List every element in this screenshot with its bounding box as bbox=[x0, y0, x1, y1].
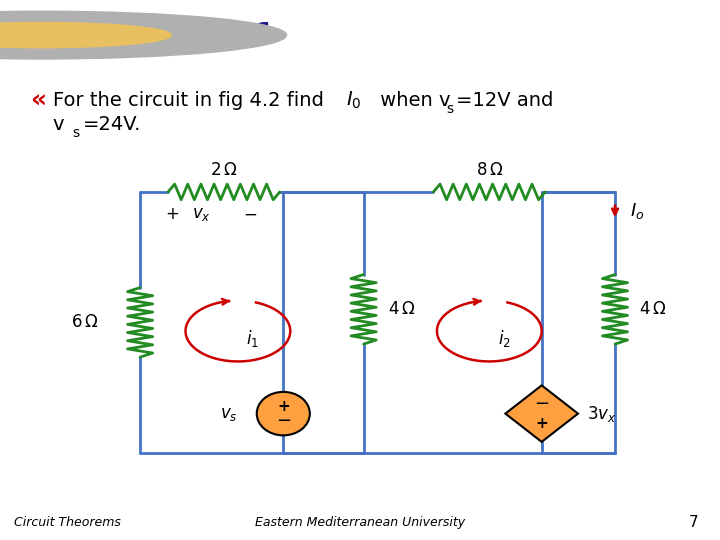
Text: +: + bbox=[535, 416, 548, 431]
Text: −: − bbox=[276, 412, 291, 430]
Circle shape bbox=[0, 5, 344, 65]
Text: $2\,\Omega$: $2\,\Omega$ bbox=[210, 161, 238, 179]
Text: =24V.: =24V. bbox=[83, 115, 141, 134]
Text: $i_1$: $i_1$ bbox=[246, 328, 259, 349]
Text: Circuit Theorems: Circuit Theorems bbox=[14, 516, 121, 529]
Text: $-$: $-$ bbox=[243, 205, 258, 222]
Text: «: « bbox=[30, 89, 46, 113]
Text: $4\,\Omega$: $4\,\Omega$ bbox=[639, 300, 667, 318]
Text: s: s bbox=[446, 102, 453, 116]
Text: when v: when v bbox=[374, 91, 451, 110]
Text: $v_s$: $v_s$ bbox=[220, 404, 238, 423]
Text: s: s bbox=[73, 126, 79, 140]
Text: v: v bbox=[53, 115, 64, 134]
Circle shape bbox=[0, 11, 287, 59]
Circle shape bbox=[0, 23, 171, 48]
Text: $I_0$: $I_0$ bbox=[346, 90, 361, 111]
Text: $6\,\Omega$: $6\,\Omega$ bbox=[71, 313, 98, 332]
Text: For the circuit in fig 4.2 find: For the circuit in fig 4.2 find bbox=[53, 91, 330, 110]
Text: $4\,\Omega$: $4\,\Omega$ bbox=[388, 300, 415, 318]
Text: −: − bbox=[534, 395, 549, 413]
Text: +: + bbox=[277, 399, 289, 414]
Text: $I_o$: $I_o$ bbox=[631, 201, 645, 221]
Text: $v_x$: $v_x$ bbox=[192, 205, 211, 222]
Text: $3v_x$: $3v_x$ bbox=[587, 403, 616, 423]
Text: =12V and: =12V and bbox=[456, 91, 554, 110]
Text: $8\,\Omega$: $8\,\Omega$ bbox=[476, 161, 503, 179]
Text: Eastern Mediterranean University: Eastern Mediterranean University bbox=[255, 516, 465, 529]
Ellipse shape bbox=[257, 392, 310, 435]
Text: 7: 7 bbox=[689, 515, 698, 530]
Text: Example 4.1: Example 4.1 bbox=[83, 21, 274, 49]
Text: $+$: $+$ bbox=[165, 205, 179, 222]
Text: $i_2$: $i_2$ bbox=[498, 328, 510, 349]
Polygon shape bbox=[505, 386, 578, 442]
